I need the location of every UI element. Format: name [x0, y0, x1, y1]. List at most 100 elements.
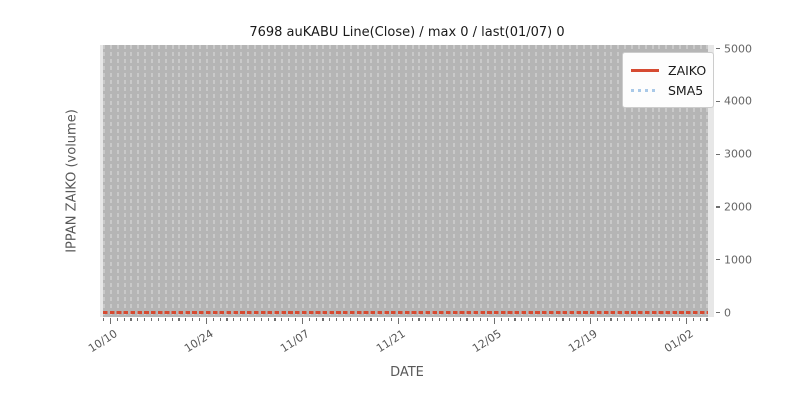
x-minor-tick-mark	[384, 318, 386, 322]
sma5-line-swatch	[631, 88, 659, 92]
day-gridline	[624, 45, 627, 317]
x-minor-tick-mark	[486, 318, 489, 322]
x-minor-tick-mark	[363, 318, 365, 322]
x-minor-tick-mark	[630, 318, 633, 322]
day-gridline	[212, 45, 215, 317]
x-minor-tick-mark	[185, 318, 187, 322]
x-minor-tick-mark	[678, 318, 681, 322]
x-minor-tick-mark	[322, 318, 324, 322]
x-minor-tick-mark	[548, 318, 550, 322]
x-minor-tick-mark	[240, 318, 242, 322]
day-gridline	[418, 45, 421, 317]
day-gridline	[308, 45, 311, 317]
x-minor-tick-mark	[576, 318, 578, 322]
x-minor-tick-mark	[130, 318, 132, 322]
x-tick-label: 12/19	[566, 327, 600, 356]
x-minor-tick-mark	[610, 318, 612, 322]
x-minor-tick-mark	[418, 318, 420, 322]
day-gridline	[281, 45, 284, 317]
day-gridline	[658, 45, 661, 317]
x-tick-label: 11/21	[374, 327, 408, 356]
day-gridline	[514, 45, 517, 317]
x-minor-tick-mark	[617, 318, 619, 322]
day-gridline	[692, 45, 695, 317]
zaiko-line	[103, 310, 708, 314]
x-minor-tick-mark	[507, 318, 509, 322]
x-major-tick-mark	[109, 318, 112, 324]
x-minor-tick-mark	[164, 318, 166, 322]
y-tick-label: 0	[724, 306, 731, 319]
day-gridline	[644, 45, 647, 317]
day-gridline	[576, 45, 579, 317]
zaiko-line-swatch	[631, 68, 659, 72]
x-minor-tick-mark	[644, 318, 646, 322]
legend-item-sma5: SMA5	[631, 80, 705, 100]
day-gridline	[356, 45, 359, 317]
x-axis-label: DATE	[390, 365, 424, 380]
x-minor-tick-mark	[624, 318, 626, 322]
x-minor-tick-mark	[336, 318, 338, 322]
x-minor-tick-mark	[281, 318, 283, 322]
x-minor-tick-mark	[651, 318, 653, 322]
y-tick-mark	[716, 312, 720, 314]
x-minor-tick-mark	[706, 318, 708, 322]
x-minor-tick-mark	[356, 318, 358, 322]
day-gridline	[397, 45, 400, 317]
day-gridline	[665, 45, 668, 317]
day-gridline	[411, 45, 414, 317]
day-gridline	[171, 45, 174, 317]
x-minor-tick-mark	[500, 318, 502, 322]
x-minor-tick-mark	[226, 318, 228, 322]
x-major-tick-mark	[493, 318, 496, 324]
y-tick-mark	[716, 206, 720, 208]
day-gridline	[438, 45, 441, 317]
x-major-tick-mark	[397, 318, 400, 324]
day-gridline	[116, 45, 119, 317]
x-minor-tick-mark	[192, 318, 194, 322]
x-tick-label: 10/24	[182, 327, 216, 356]
legend-label-sma5: SMA5	[668, 82, 704, 98]
x-minor-tick-mark	[308, 318, 310, 322]
x-tick-label: 12/05	[470, 327, 504, 356]
day-gridline	[164, 45, 167, 317]
x-minor-tick-mark	[404, 318, 406, 322]
day-gridline	[459, 45, 462, 317]
day-gridline	[253, 45, 256, 317]
x-minor-tick-mark	[459, 318, 461, 322]
x-minor-tick-mark	[480, 318, 482, 322]
y-tick-label: 2000	[724, 200, 752, 214]
day-gridline	[617, 45, 620, 317]
legend-item-zaiko: ZAIKO	[631, 60, 706, 80]
x-minor-tick-mark	[288, 318, 290, 322]
x-minor-tick-mark	[349, 318, 352, 322]
x-minor-tick-mark	[466, 318, 468, 322]
x-minor-tick-mark	[452, 318, 454, 322]
x-minor-tick-mark	[692, 318, 694, 322]
x-minor-tick-mark	[123, 318, 125, 322]
day-gridline	[596, 45, 599, 317]
day-gridline	[260, 45, 263, 317]
day-gridline	[198, 45, 201, 317]
y-tick-label: 4000	[724, 94, 752, 108]
x-minor-tick-mark	[212, 318, 214, 322]
day-gridline	[192, 45, 195, 317]
x-major-tick-mark	[205, 318, 208, 324]
y-tick-mark	[716, 153, 720, 155]
day-gridline	[521, 45, 524, 317]
day-gridline	[637, 45, 640, 317]
x-minor-tick-mark	[171, 318, 173, 322]
day-gridline	[322, 45, 325, 317]
day-gridline	[582, 45, 585, 317]
day-gridline	[706, 45, 709, 317]
y-tick-mark	[716, 100, 720, 103]
x-minor-tick-mark	[425, 318, 427, 322]
x-minor-tick-mark	[672, 318, 674, 322]
day-gridline	[685, 45, 688, 317]
day-gridline	[130, 45, 133, 317]
y-tick-label: 5000	[724, 42, 752, 55]
day-gridline	[651, 45, 654, 317]
day-gridline	[678, 45, 681, 317]
day-gridline	[473, 45, 476, 317]
day-gridline	[185, 45, 188, 317]
x-minor-tick-mark	[260, 318, 262, 322]
